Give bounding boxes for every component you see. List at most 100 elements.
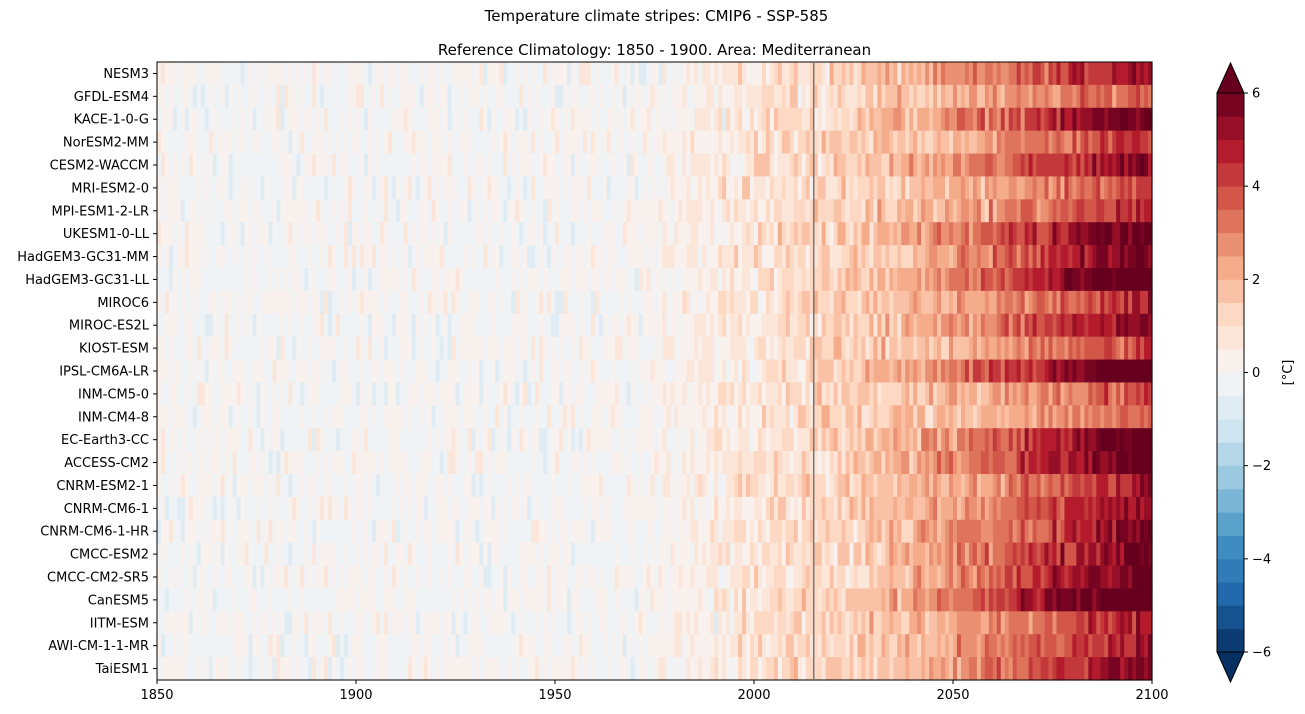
stripe-cell — [726, 405, 731, 429]
stripe-cell — [1084, 245, 1089, 269]
stripe-cell — [248, 153, 254, 178]
stripe-cell — [901, 245, 906, 269]
stripe-cell — [1040, 268, 1046, 292]
stripe-cell — [582, 222, 588, 246]
stripe-cell — [164, 153, 170, 178]
stripe-cell — [793, 199, 799, 223]
stripe-cell — [646, 474, 652, 498]
stripe-cell — [1016, 222, 1022, 246]
stripe-cell — [451, 428, 457, 452]
stripe-cell — [1116, 62, 1121, 86]
stripe-cell — [268, 428, 274, 452]
stripe-cell — [220, 130, 226, 155]
stripe-cell — [157, 313, 162, 338]
stripe-cell — [363, 153, 369, 178]
stripe-cell — [590, 268, 596, 292]
stripe-cell — [598, 245, 604, 269]
stripe-cell — [992, 107, 998, 132]
stripe-cell — [312, 245, 317, 269]
stripe-cell — [710, 405, 715, 429]
stripe-cell — [447, 130, 453, 155]
stripe-cell — [507, 62, 512, 86]
stripe-cell — [375, 245, 381, 269]
stripe-cell — [945, 496, 950, 521]
stripe-cell — [897, 451, 902, 475]
stripe-cell — [885, 496, 890, 521]
stripe-cell — [917, 245, 922, 269]
stripe-cell — [1072, 245, 1077, 269]
stripe-cell — [527, 107, 532, 132]
stripe-cell — [415, 199, 421, 223]
stripe-cell — [399, 359, 405, 384]
stripe-cell — [475, 496, 480, 521]
stripe-cell — [244, 84, 250, 109]
stripe-cell — [949, 84, 954, 109]
stripe-cell — [411, 153, 417, 178]
stripe-cell — [1060, 451, 1066, 475]
stripe-cell — [296, 382, 301, 406]
stripe-cell — [610, 496, 616, 521]
stripe-cell — [960, 313, 966, 338]
stripe-cell — [960, 245, 966, 269]
stripe-cell — [801, 474, 807, 498]
stripe-cell — [431, 62, 437, 86]
stripe-cell — [1076, 474, 1081, 498]
stripe-cell — [276, 336, 281, 361]
stripe-cell — [367, 382, 373, 406]
stripe-cell — [566, 62, 572, 86]
stripe-cell — [288, 313, 293, 338]
stripe-cell — [1100, 474, 1105, 498]
stripe-cell — [754, 176, 759, 200]
stripe-cell — [196, 130, 202, 155]
stripe-cell — [551, 245, 556, 269]
stripe-cell — [1052, 245, 1058, 269]
stripe-cell — [853, 405, 859, 429]
stripe-cell — [1128, 496, 1133, 521]
stripe-cell — [260, 84, 266, 109]
stripe-cell — [236, 359, 242, 384]
stripe-cell — [336, 359, 341, 384]
stripe-cell — [562, 474, 568, 498]
stripe-cell — [1148, 451, 1153, 475]
stripe-cell — [1008, 313, 1014, 338]
stripe-cell — [240, 176, 246, 200]
stripe-cell — [356, 313, 361, 338]
stripe-cell — [566, 222, 572, 246]
stripe-cell — [1092, 84, 1097, 109]
stripe-cell — [726, 428, 731, 452]
stripe-cell — [1072, 130, 1077, 155]
stripe-cell — [200, 130, 206, 155]
stripe-cell — [168, 290, 174, 315]
stripe-cell — [945, 336, 950, 361]
stripe-cell — [391, 245, 397, 269]
stripe-cell — [813, 405, 819, 429]
stripe-cell — [531, 496, 536, 521]
stripe-cell — [535, 222, 540, 246]
stripe-cell — [411, 405, 417, 429]
stripe-cell — [168, 62, 174, 86]
stripe-cell — [722, 245, 727, 269]
stripe-cell — [634, 405, 640, 429]
stripe-cell — [387, 153, 393, 178]
stripe-cell — [399, 130, 405, 155]
stripe-cell — [793, 84, 799, 109]
stripe-cell — [192, 428, 198, 452]
stripe-cell — [1052, 199, 1058, 223]
stripe-cell — [288, 290, 293, 315]
stripe-cell — [1136, 268, 1141, 292]
stripe-cell — [519, 336, 524, 361]
stripe-cell — [483, 496, 488, 521]
stripe-cell — [1140, 130, 1145, 155]
stripe-cell — [992, 199, 998, 223]
stripe-cell — [670, 405, 675, 429]
stripe-cell — [829, 474, 835, 498]
stripe-cell — [1016, 428, 1022, 452]
stripe-cell — [929, 451, 934, 475]
stripe-cell — [849, 428, 855, 452]
stripe-cell — [188, 474, 194, 498]
stripe-cell — [773, 176, 779, 200]
stripe-cell — [1088, 336, 1093, 361]
stripe-cell — [328, 62, 333, 86]
stripe-cell — [722, 359, 727, 384]
stripe-cell — [332, 451, 337, 475]
